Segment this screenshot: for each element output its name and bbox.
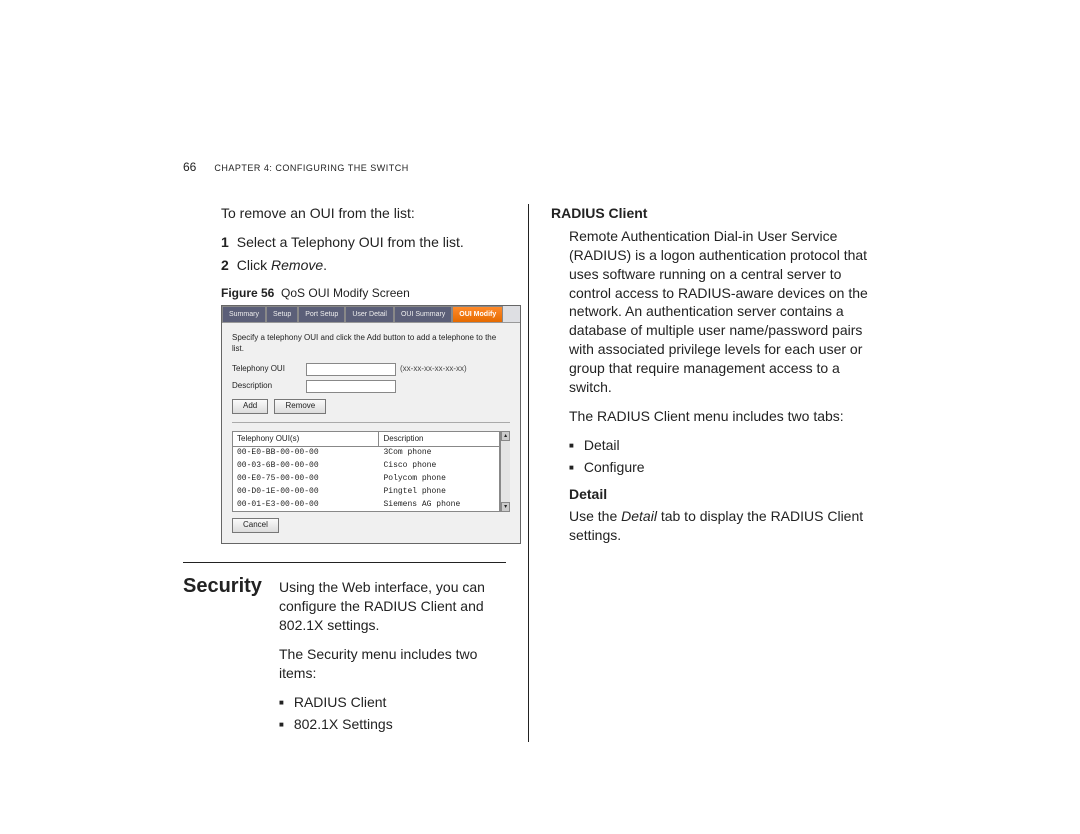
ss-tab-oui-summary: OUI Summary (394, 306, 452, 322)
security-menu-list: RADIUS Client 802.1X Settings (279, 693, 506, 734)
radius-para: Remote Authentication Dial-in User Servi… (569, 227, 873, 397)
scroll-up-icon: ▴ (501, 431, 510, 441)
document-page: 66 CHAPTER 4: CONFIGURING THE SWITCH To … (183, 160, 903, 742)
content-columns: To remove an OUI from the list: 1 Select… (183, 204, 903, 742)
table-row: 00-E0-75-00-00-00Polycom phone (233, 473, 499, 486)
ss-oui-input (306, 363, 396, 376)
ss-col-desc: Description (379, 432, 499, 447)
ss-remove-button: Remove (274, 399, 326, 414)
ss-tab-setup: Setup (266, 306, 298, 322)
ss-oui-label: Telephony OUI (232, 364, 302, 375)
page-header: 66 CHAPTER 4: CONFIGURING THE SWITCH (183, 160, 903, 174)
ss-tab-oui-modify: OUI Modify (452, 306, 503, 322)
ss-divider (232, 422, 510, 423)
security-para-1: Using the Web interface, you can configu… (279, 578, 506, 635)
ss-tab-bar: Summary Setup Port Setup User Detail OUI… (222, 306, 520, 323)
step-2: 2 Click Remove. (221, 256, 506, 275)
ss-table-wrap: Telephony OUI(s) Description 00-E0-BB-00… (232, 431, 510, 513)
security-para-2: The Security menu includes two items: (279, 645, 506, 683)
left-column: To remove an OUI from the list: 1 Select… (183, 204, 528, 742)
scroll-down-icon: ▾ (501, 502, 510, 512)
list-item: 802.1X Settings (279, 715, 506, 734)
table-row: 00-01-E3-00-00-00Siemens AG phone (233, 499, 499, 512)
ss-cancel-button: Cancel (232, 518, 279, 533)
ss-table-head: Telephony OUI(s) Description (233, 432, 499, 448)
table-row: 00-03-6B-00-00-00Cisco phone (233, 460, 499, 473)
qos-oui-modify-screenshot: Summary Setup Port Setup User Detail OUI… (221, 305, 521, 544)
ss-tab-user-detail: User Detail (345, 306, 394, 322)
step-list: 1 Select a Telephony OUI from the list. … (221, 233, 506, 275)
ss-button-row: Add Remove (232, 399, 510, 414)
radius-client-heading: RADIUS Client (551, 204, 873, 223)
table-row: 00-D0-1E-00-00-00Pingtel phone (233, 486, 499, 499)
step-1: 1 Select a Telephony OUI from the list. (221, 233, 506, 252)
step-number: 2 (221, 256, 229, 275)
ss-form-row-oui: Telephony OUI (xx-xx-xx-xx-xx-xx) (232, 363, 510, 376)
ss-body: Specify a telephony OUI and click the Ad… (222, 323, 520, 543)
ss-cancel-row: Cancel (232, 518, 510, 533)
ss-tab-summary: Summary (222, 306, 266, 322)
security-heading: Security (183, 573, 262, 600)
page-number: 66 (183, 160, 196, 174)
ss-scrollbar: ▴ ▾ (500, 431, 510, 513)
list-item: Configure (569, 458, 873, 477)
detail-text: Use the Detail tab to display the RADIUS… (569, 507, 873, 545)
ss-form-row-desc: Description (232, 380, 510, 393)
ss-col-oui: Telephony OUI(s) (233, 432, 379, 447)
list-item: RADIUS Client (279, 693, 506, 712)
figure-caption: Figure 56 QoS OUI Modify Screen (221, 285, 506, 301)
list-item: Detail (569, 436, 873, 455)
ss-table: Telephony OUI(s) Description 00-E0-BB-00… (232, 431, 500, 513)
detail-heading: Detail (569, 485, 873, 504)
chapter-label: CHAPTER 4: CONFIGURING THE SWITCH (214, 163, 408, 173)
right-column: RADIUS Client Remote Authentication Dial… (528, 204, 873, 742)
step-text: Click Remove. (237, 256, 327, 275)
radius-menu-list: Detail Configure (569, 436, 873, 477)
intro-text: To remove an OUI from the list: (221, 204, 506, 223)
ss-instruction: Specify a telephony OUI and click the Ad… (232, 333, 510, 355)
section-rule (183, 562, 506, 563)
ss-add-button: Add (232, 399, 268, 414)
table-row: 00-E0-BB-00-00-003Com phone (233, 447, 499, 460)
ss-oui-hint: (xx-xx-xx-xx-xx-xx) (400, 364, 467, 375)
radius-menu-intro: The RADIUS Client menu includes two tabs… (569, 407, 873, 426)
step-number: 1 (221, 233, 229, 252)
step-text: Select a Telephony OUI from the list. (237, 233, 464, 252)
ss-desc-input (306, 380, 396, 393)
ss-desc-label: Description (232, 381, 302, 392)
ss-tab-port-setup: Port Setup (298, 306, 345, 322)
